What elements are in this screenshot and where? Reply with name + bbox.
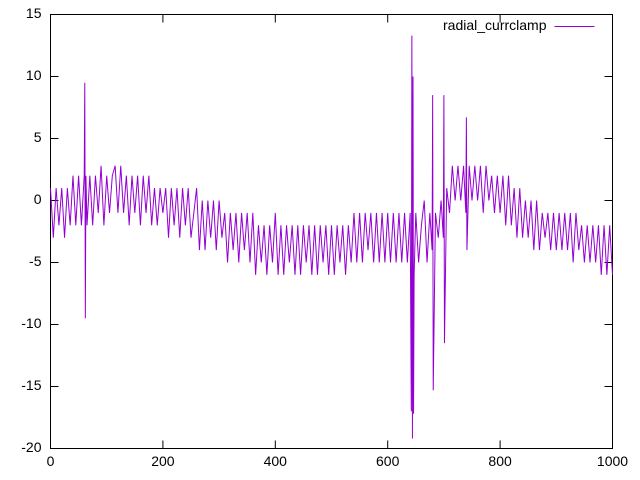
x-tick-label: 800 [488, 453, 512, 469]
plot-border [50, 14, 613, 449]
y-tick-label: -5 [29, 253, 42, 269]
x-tick-label: 400 [264, 453, 288, 469]
y-tick-label: 15 [26, 5, 42, 21]
y-tick-label: -15 [21, 377, 41, 393]
y-tick-label: 0 [34, 191, 42, 207]
x-tick-label: 1000 [597, 453, 628, 469]
x-tick-label: 200 [151, 453, 175, 469]
data-line [50, 35, 613, 439]
y-tick-label: 5 [34, 129, 42, 145]
legend-label: radial_currclamp [443, 17, 547, 33]
x-tick-label: 0 [47, 453, 55, 469]
y-tick-label: -20 [21, 439, 41, 455]
x-tick-label: 600 [376, 453, 400, 469]
y-tick-label: 10 [26, 67, 42, 83]
y-tick-label: -10 [21, 315, 41, 331]
